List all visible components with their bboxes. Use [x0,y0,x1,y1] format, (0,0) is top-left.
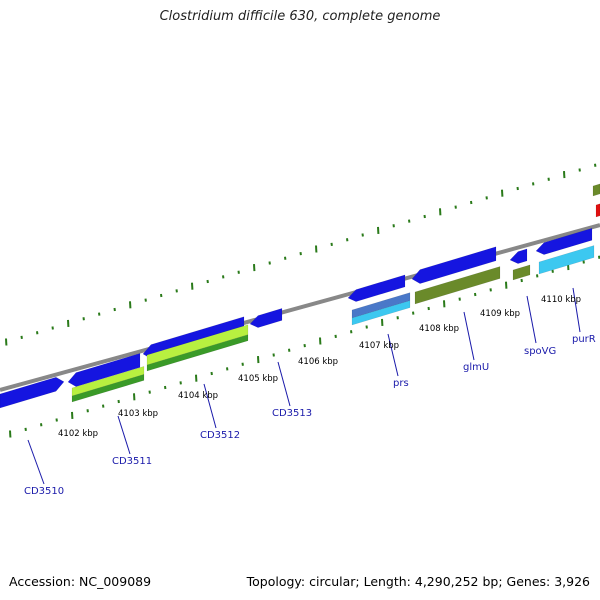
cds-arrow [0,376,65,409]
cds-feature [538,245,595,275]
kbp-label: 4110 kbp [541,295,581,305]
gene-label: glmU [463,362,489,373]
gene-label: prs [393,378,409,389]
gene-label: CD3510 [24,486,64,497]
gene-label: CD3511 [112,456,152,467]
gene-labels: CD3510 CD3511 CD3512 CD3513 prs glmU spoVG purR [24,334,596,497]
backbone-line [0,223,600,392]
accession-text: Accession: NC_009089 [9,574,152,589]
cds-feature [592,183,600,197]
gene-label: purR [572,334,596,345]
rna-feature [71,374,145,403]
leader-line [387,333,399,377]
kbp-label: 4103 kbp [118,409,158,419]
kbp-label: 4109 kbp [480,309,520,319]
cds-arrow [509,248,528,264]
cds-arrow [347,274,406,302]
genome-backbone [0,223,600,392]
cds-feature [351,300,411,326]
leader-line [526,295,537,344]
cds-feature [414,266,501,305]
kbp-label: 4105 kbp [238,374,278,384]
kbp-label: 4102 kbp [58,429,98,439]
kbp-label: 4104 kbp [178,391,218,401]
cds-feature [512,264,531,281]
cds-arrow [249,308,283,328]
outer-tick-ring [5,163,597,346]
cds-arrow [535,227,593,255]
kbp-label: 4106 kbp [298,357,338,367]
gene-features [0,183,600,409]
leader-line [572,287,581,333]
cds-arrow [411,246,497,284]
genome-summary-text: Topology: circular; Length: 4,290,252 bp… [246,574,590,589]
leader-line [203,383,217,429]
leader-line [277,361,291,407]
leader-line [27,439,45,485]
label-leader-lines [27,287,581,485]
gene-label: spoVG [524,346,556,357]
gene-label: CD3513 [272,408,312,419]
leader-line [117,415,131,455]
cds-arrow [67,353,141,387]
kbp-tick-labels: 4102 kbp 4103 kbp 4104 kbp 4105 kbp 4106 kbp… [58,295,581,439]
map-title: Clostridium difficile 630, complete geno… [159,9,441,24]
cds-feature [595,203,600,218]
kbp-label: 4107 kbp [359,341,399,351]
kbp-label: 4108 kbp [419,324,459,334]
leader-line [463,311,475,361]
gene-label: CD3512 [200,430,240,441]
rna-feature [146,334,249,372]
